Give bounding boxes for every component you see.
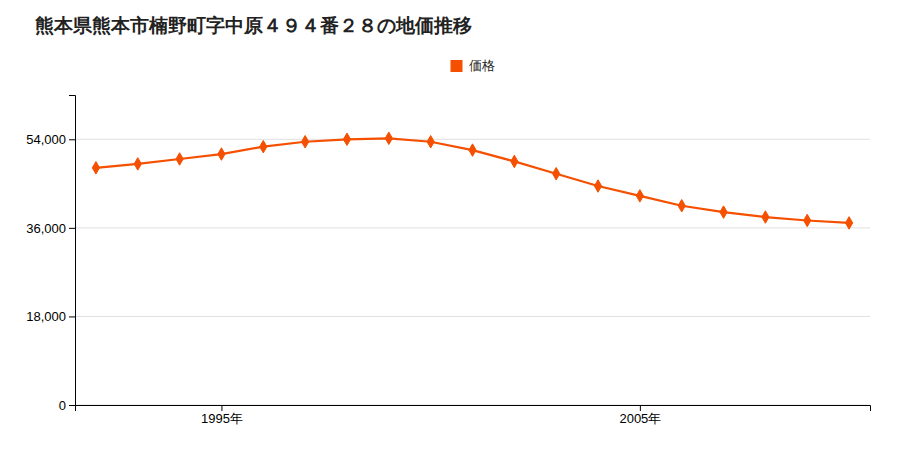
chart: 1995年 2005年 0 18,000 36,000 54,000 熊本県熊本市楠野町字中…: [0, 0, 900, 450]
series-marker: [260, 140, 267, 152]
series-marker: [720, 206, 727, 218]
legend-label: 価格: [469, 58, 495, 73]
y-tick: 18,000: [26, 309, 75, 324]
series-marker: [804, 214, 811, 226]
x-tick-mark: [640, 405, 641, 411]
y-tick-mark: [69, 405, 75, 406]
grid-line: [75, 139, 870, 140]
legend: 価格: [451, 58, 495, 73]
x-tick: 1995年: [201, 405, 243, 426]
series-marker: [343, 133, 350, 145]
y-tick-label: 0: [59, 398, 66, 413]
grid: [75, 139, 870, 405]
series-marker: [594, 180, 601, 192]
grid-line: [75, 316, 870, 317]
series-marker: [176, 153, 183, 165]
grid-line: [75, 227, 870, 228]
y-tick-label: 36,000: [26, 221, 66, 236]
series-line: [96, 138, 849, 223]
y-axis-line: [69, 96, 76, 406]
y-axis: 0 18,000 36,000 54,000: [26, 96, 75, 413]
x-axis-line: [76, 406, 871, 412]
x-tick: 2005年: [619, 405, 661, 426]
legend-swatch: [451, 60, 463, 72]
y-tick-label: 18,000: [26, 309, 66, 324]
y-tick-mark: [69, 316, 75, 317]
series-marker: [218, 148, 225, 160]
series-marker: [762, 211, 769, 223]
series-marker: [92, 162, 99, 174]
series-marker: [511, 155, 518, 167]
legend-item: 価格: [451, 58, 495, 73]
series-marker: [636, 190, 643, 202]
y-tick-label: 54,000: [26, 132, 66, 147]
series-marker: [845, 217, 852, 229]
plot-area: 1995年 2005年 0 18,000 36,000 54,000: [26, 96, 870, 427]
x-tick-label: 2005年: [619, 411, 661, 426]
x-axis: 1995年 2005年: [76, 405, 871, 426]
series-marker: [385, 132, 392, 144]
series-marker: [427, 136, 434, 148]
x-tick-label: 1995年: [201, 411, 243, 426]
series-marker: [678, 199, 685, 211]
series-marker: [469, 144, 476, 156]
title: 熊本県熊本市楠野町字中原４９４番２８の地価推移: [35, 14, 472, 36]
series-marker: [134, 158, 141, 170]
x-tick-mark: [221, 405, 222, 411]
y-tick: 54,000: [26, 132, 75, 147]
y-tick-mark: [69, 228, 75, 229]
y-tick-mark: [69, 139, 75, 140]
series-marker: [302, 136, 309, 148]
series-group: [92, 132, 852, 229]
y-tick: 36,000: [26, 221, 75, 236]
y-tick: 0: [59, 398, 75, 413]
series-marker: [553, 167, 560, 179]
